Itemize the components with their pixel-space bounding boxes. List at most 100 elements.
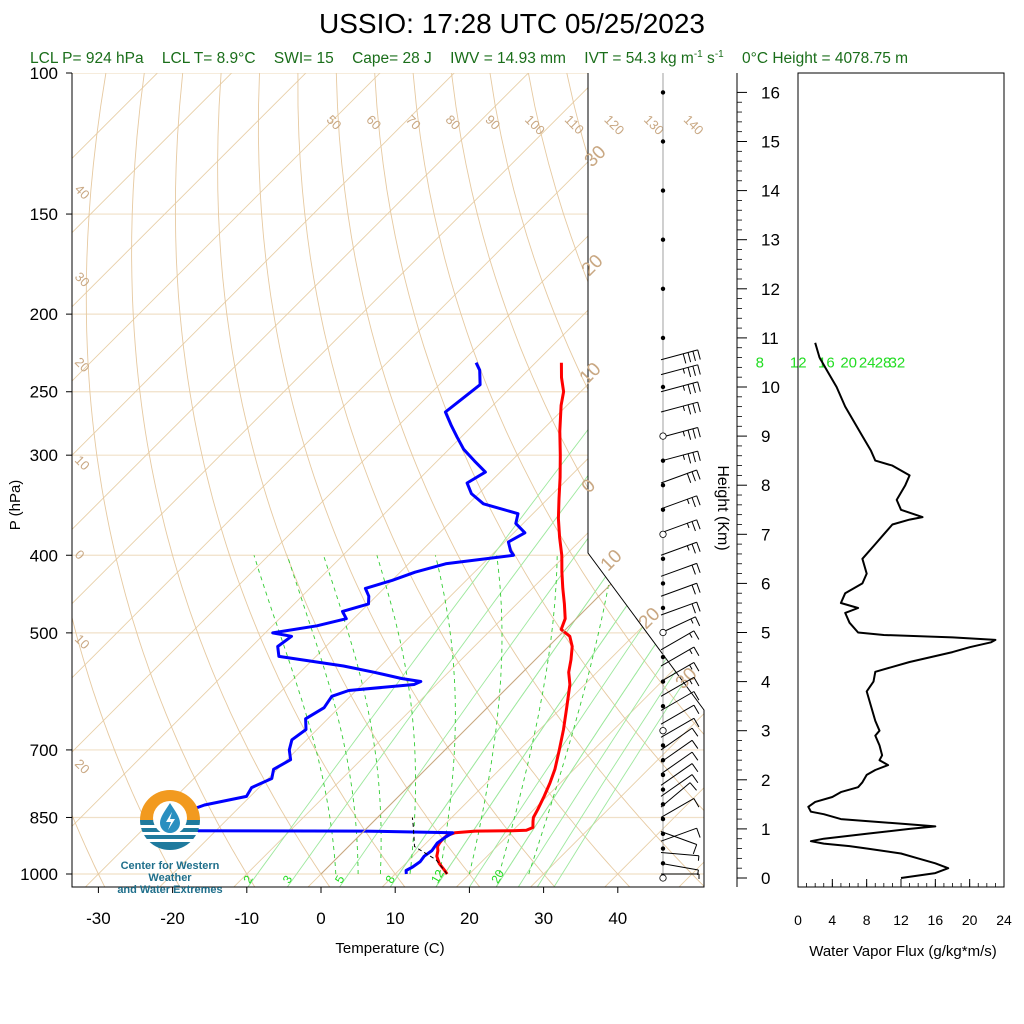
swi-value: SWI= 15 <box>273 50 334 68</box>
dry-adiabat <box>85 73 256 887</box>
height-marker <box>660 846 666 851</box>
moist-adiabat <box>498 555 558 875</box>
dry-adiabat <box>131 73 331 887</box>
dry-adiabat <box>257 73 556 887</box>
height-marker <box>660 787 666 792</box>
wind-barb <box>660 541 701 556</box>
height-marker <box>660 757 666 763</box>
isotherm-line <box>72 73 381 382</box>
height-marker <box>660 483 666 488</box>
height-tick-label: 1 <box>761 820 770 839</box>
wind-barb <box>660 751 699 775</box>
dry-adiabat <box>335 73 704 887</box>
mixing-ratio-label: 8 <box>756 355 764 372</box>
logo-caption-2: and Water Extremes <box>117 884 223 896</box>
height-tick-label: 6 <box>761 574 770 593</box>
height-marker <box>660 861 666 866</box>
wind-barb <box>660 862 699 876</box>
mixing-ratio-label-lower: 20 <box>488 867 507 886</box>
height-marker <box>660 90 666 95</box>
height-marker <box>660 286 666 291</box>
cw3e-logo-icon <box>140 790 200 850</box>
wind-barb <box>660 562 701 577</box>
height-marker <box>660 139 666 144</box>
height-marker <box>660 581 666 586</box>
wind-barb <box>660 519 701 534</box>
lcl-temperature: LCL T= 8.9°C <box>161 50 256 68</box>
wind-barb <box>660 662 700 682</box>
series-water-vapor-flux <box>807 342 997 879</box>
x-tick-label: 30 <box>534 909 553 928</box>
height-marker <box>660 188 666 193</box>
flux-x-tick-label: 12 <box>893 912 909 928</box>
mixing-ratio-line <box>389 438 704 887</box>
isotherm-line <box>529 712 704 887</box>
flux-x-tick-label: 20 <box>962 912 978 928</box>
x-tick-label: -30 <box>86 909 111 928</box>
wind-barb <box>660 691 700 711</box>
flux-x-axis-label: Water Vapor Flux (g/kg*m/s) <box>809 943 997 960</box>
moist-adiabat <box>468 555 503 875</box>
height-marker <box>660 654 666 660</box>
chart-title: USSIO: 17:28 UTC 05/25/2023 <box>319 8 705 39</box>
dry-adiabat <box>451 73 704 659</box>
dry-adiabat-label: 50 <box>324 112 345 133</box>
y-tick-label: 100 <box>30 64 58 83</box>
cape-value: Cape= 28 J <box>352 50 432 68</box>
height-marker <box>660 772 666 778</box>
wind-barb <box>660 782 697 808</box>
logo-caption-1: Center for Western Weather <box>120 860 220 884</box>
height-marker <box>660 237 666 242</box>
y-tick-label: 400 <box>30 546 58 565</box>
height-marker <box>659 530 667 538</box>
mixing-ratio-label: 20 <box>840 355 857 372</box>
wind-barb <box>660 630 700 651</box>
flux-x-tick-label: 16 <box>928 912 944 928</box>
height-tick-label: 7 <box>761 525 770 544</box>
theta-label: 40 <box>72 182 93 203</box>
height-tick-label: 15 <box>761 133 780 152</box>
theta-label: 30 <box>72 269 93 290</box>
y-tick-label: 850 <box>30 808 58 827</box>
wind-barb <box>660 601 701 616</box>
y-tick-label: 300 <box>30 446 58 465</box>
wind-barb <box>660 450 701 464</box>
isotherm-line <box>72 73 233 234</box>
wind-barb <box>660 831 698 855</box>
y-tick-label: 250 <box>30 383 58 402</box>
isotherm-line <box>72 73 455 456</box>
flux-frame <box>797 72 1005 888</box>
mixing-ratio-label: 28 <box>875 355 892 372</box>
y-tick-label: 200 <box>30 305 58 324</box>
flux-x-tick-label: 8 <box>863 912 871 928</box>
height-tick-label: 3 <box>761 722 770 741</box>
x-tick-label: 0 <box>316 909 325 928</box>
mixing-ratio-label-lower: 2 <box>240 873 256 886</box>
isotherm-line <box>72 73 678 679</box>
wind-barb <box>660 469 701 484</box>
height-marker <box>659 628 667 637</box>
wind-barb <box>660 427 701 440</box>
dry-adiabat <box>174 73 406 887</box>
height-marker <box>659 874 667 882</box>
series-parcel <box>411 817 448 875</box>
wind-barb <box>660 827 701 842</box>
height-marker <box>660 743 666 748</box>
dry-adiabat <box>374 73 704 812</box>
lcl-pressure: LCL P= 924 hPa <box>30 50 144 68</box>
ivt-value: IVT = 54.3 kg m-1 s-1 <box>584 49 723 67</box>
wind-barb <box>660 616 701 634</box>
theta-label: 10 <box>72 631 93 652</box>
wind-barb <box>660 676 700 697</box>
isotherm-line <box>72 73 604 605</box>
y-axis-label: P (hPa) <box>7 480 24 531</box>
dry-adiabat <box>297 73 631 887</box>
mixing-ratio-line <box>553 650 704 887</box>
y-tick-label: 500 <box>30 624 58 643</box>
skewt-grid <box>72 73 704 887</box>
wind-barb <box>660 401 701 415</box>
wind-barb <box>660 717 700 738</box>
wind-barb <box>660 774 699 797</box>
dry-adiabat <box>72 813 106 887</box>
height-marker <box>660 679 666 684</box>
